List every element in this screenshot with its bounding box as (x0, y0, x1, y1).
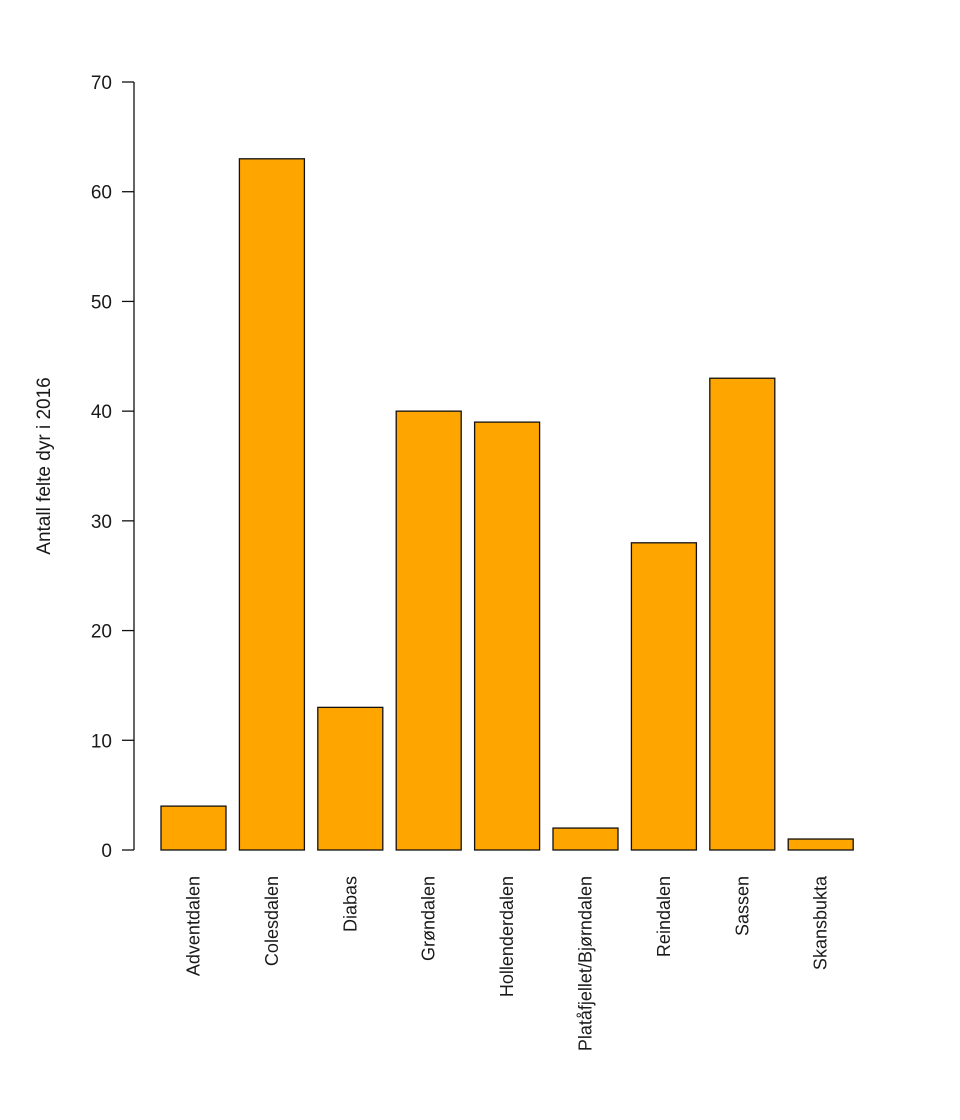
y-tick-label: 50 (91, 292, 112, 313)
bar (787, 838, 854, 851)
x-category-label: Platåfjellet/Bjørndalen (576, 876, 596, 1051)
bar (395, 410, 462, 851)
x-category-label: Skansbukta (811, 875, 831, 970)
x-category-label: Adventdalen (184, 876, 204, 976)
y-tick-label: 40 (91, 402, 112, 423)
x-category-label: Diabas (340, 876, 360, 932)
bar (473, 421, 541, 851)
y-axis-title: Antall felte dyr i 2016 (34, 377, 55, 554)
bars (160, 158, 854, 851)
x-category-label: Hollenderdalen (497, 876, 517, 997)
y-tick-label: 70 (91, 73, 112, 94)
x-category-label: Grøndalen (419, 876, 439, 961)
y-tick-label: 20 (91, 622, 112, 643)
bar (317, 706, 384, 851)
y-tick-label: 60 (91, 183, 112, 204)
bar (630, 542, 698, 851)
bar (238, 158, 306, 851)
x-category-label: Colesdalen (262, 876, 282, 966)
x-category-label: Sassen (732, 876, 752, 936)
y-tick-label: 10 (91, 731, 112, 752)
y-tick-label: 0 (101, 841, 112, 862)
bar (160, 805, 227, 851)
bar (709, 377, 776, 851)
y-tick-label: 30 (91, 512, 112, 533)
bar (552, 827, 619, 851)
x-category-label: Reindalen (654, 876, 674, 957)
x-axis-labels: Adventdalen Colesdalen Diabas Grøndalen Holl… (184, 875, 831, 1051)
y-axis: 0 10 20 30 40 50 60 70 (91, 73, 135, 862)
